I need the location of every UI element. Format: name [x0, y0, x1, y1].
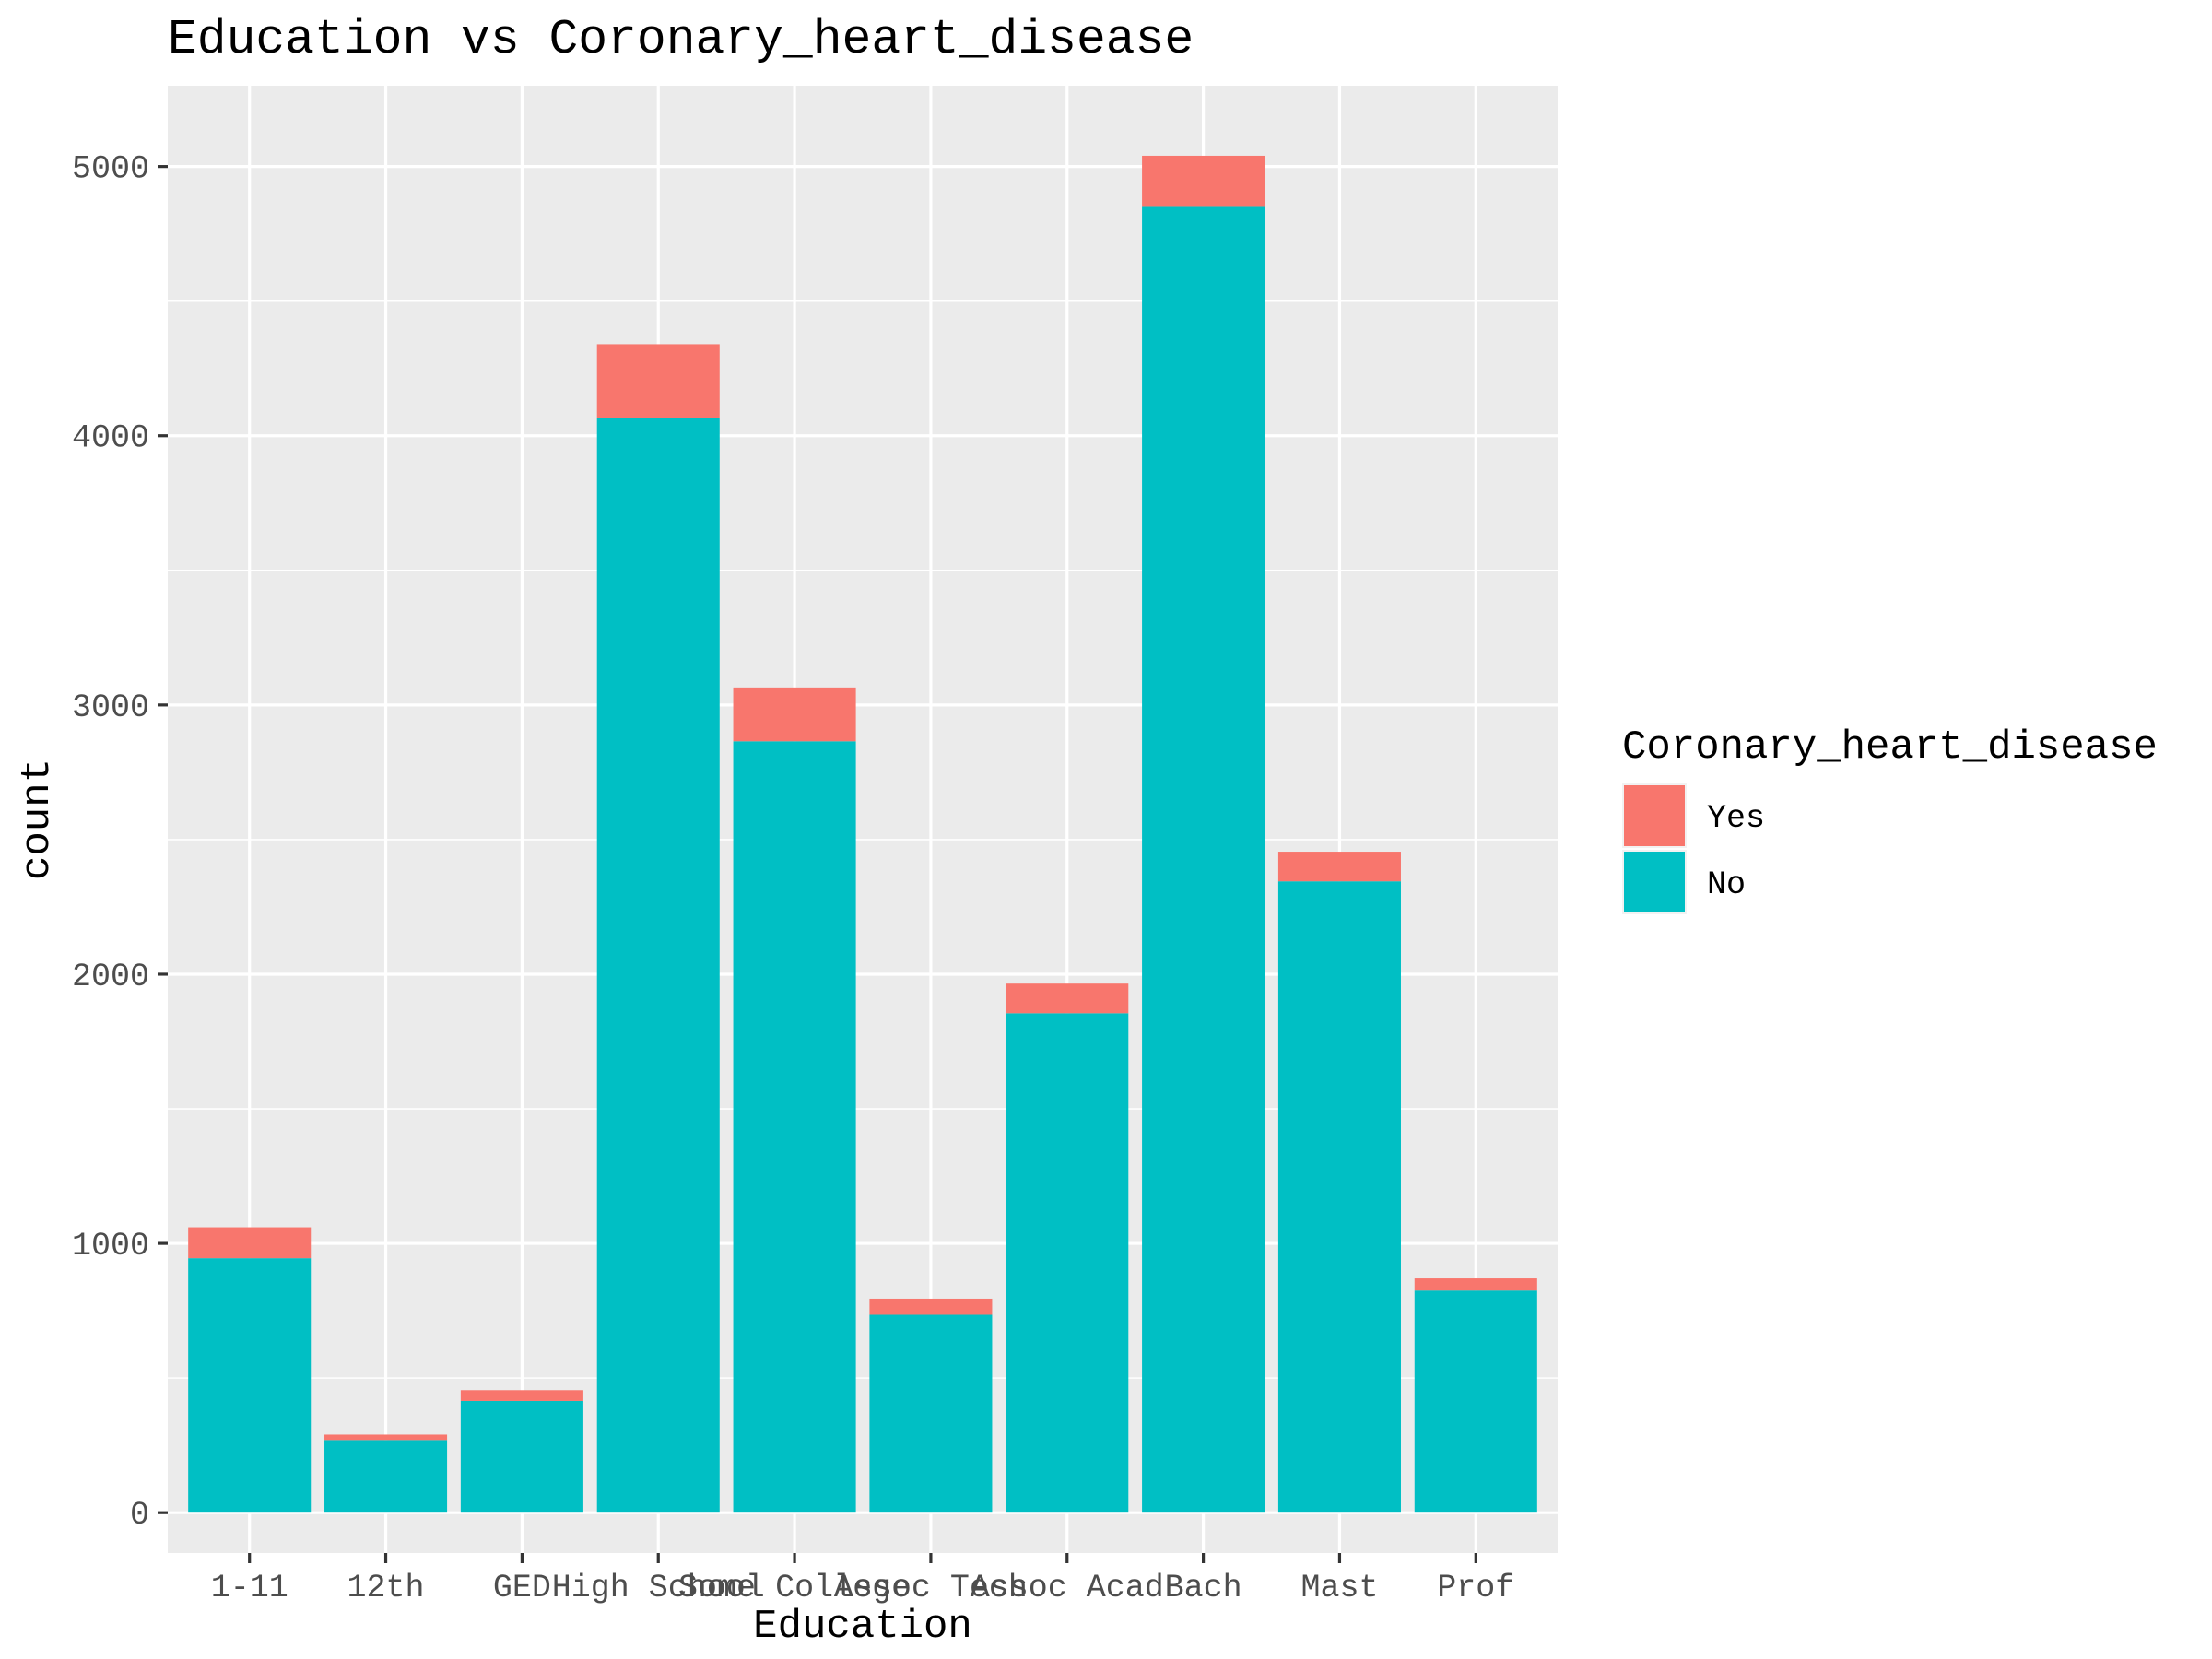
bar-yes-high-school	[596, 344, 720, 418]
y-axis: 0 1000 2000 3000 4000 5000	[72, 151, 168, 1534]
y-tick-label: 0	[130, 1497, 149, 1534]
bar-yes-some-college	[733, 687, 856, 742]
y-axis-title: count	[15, 759, 61, 880]
bar-no-high-school	[596, 418, 720, 1513]
bar-yes-assoc-acad	[1006, 983, 1129, 1014]
x-tick-label: Mast	[1300, 1570, 1378, 1606]
chart-title: Education vs Coronary_heart_disease	[168, 12, 1194, 67]
legend-label-yes: Yes	[1707, 800, 1765, 837]
x-tick-label: Assoc Tech	[834, 1570, 1028, 1606]
y-tick-label: 4000	[72, 420, 149, 457]
bar-yes-bach	[1142, 155, 1265, 207]
bar-no-assoc-tech	[869, 1314, 993, 1513]
bar-yes-1-11	[188, 1227, 312, 1259]
legend-label-no: No	[1707, 866, 1746, 903]
x-axis-title: Education	[753, 1604, 972, 1650]
bar-no-ged	[460, 1400, 583, 1513]
bar-yes-ged	[460, 1390, 583, 1401]
bar-yes-prof	[1414, 1278, 1537, 1291]
legend-keys: Yes No	[1622, 783, 1765, 914]
x-tick-label: 1-11	[211, 1570, 288, 1606]
y-tick-label: 2000	[72, 959, 149, 995]
x-tick-label: Some College	[678, 1570, 911, 1606]
x-tick-label: Prof	[1437, 1570, 1514, 1606]
y-tick-label: 3000	[72, 689, 149, 726]
x-tick-label: Assoc Acad	[971, 1570, 1164, 1606]
bar-no-1-11	[188, 1258, 312, 1513]
x-tick-label: GED	[493, 1570, 551, 1606]
x-tick-label: High School	[552, 1570, 765, 1606]
bar-yes-12th	[324, 1434, 448, 1441]
bar-no-assoc-acad	[1006, 1013, 1129, 1513]
legend-title: Coronary_heart_disease	[1622, 724, 2158, 771]
bar-no-bach	[1142, 206, 1265, 1513]
bar-no-mast	[1277, 881, 1401, 1513]
y-tick-label: 5000	[72, 151, 149, 188]
bar-yes-assoc-tech	[869, 1298, 993, 1315]
x-tick-label: 12th	[347, 1570, 425, 1606]
legend-swatch-no	[1624, 852, 1685, 912]
x-tick-label: Bach	[1165, 1570, 1242, 1606]
legend-swatch-yes	[1624, 785, 1685, 846]
bar-no-12th	[324, 1440, 448, 1513]
bar-no-prof	[1414, 1290, 1537, 1513]
bar-no-some-college	[733, 741, 856, 1513]
legend: Coronary_heart_disease Yes No	[1622, 724, 2158, 914]
y-tick-label: 1000	[72, 1228, 149, 1265]
bars	[188, 155, 1537, 1513]
bar-yes-mast	[1277, 852, 1401, 882]
